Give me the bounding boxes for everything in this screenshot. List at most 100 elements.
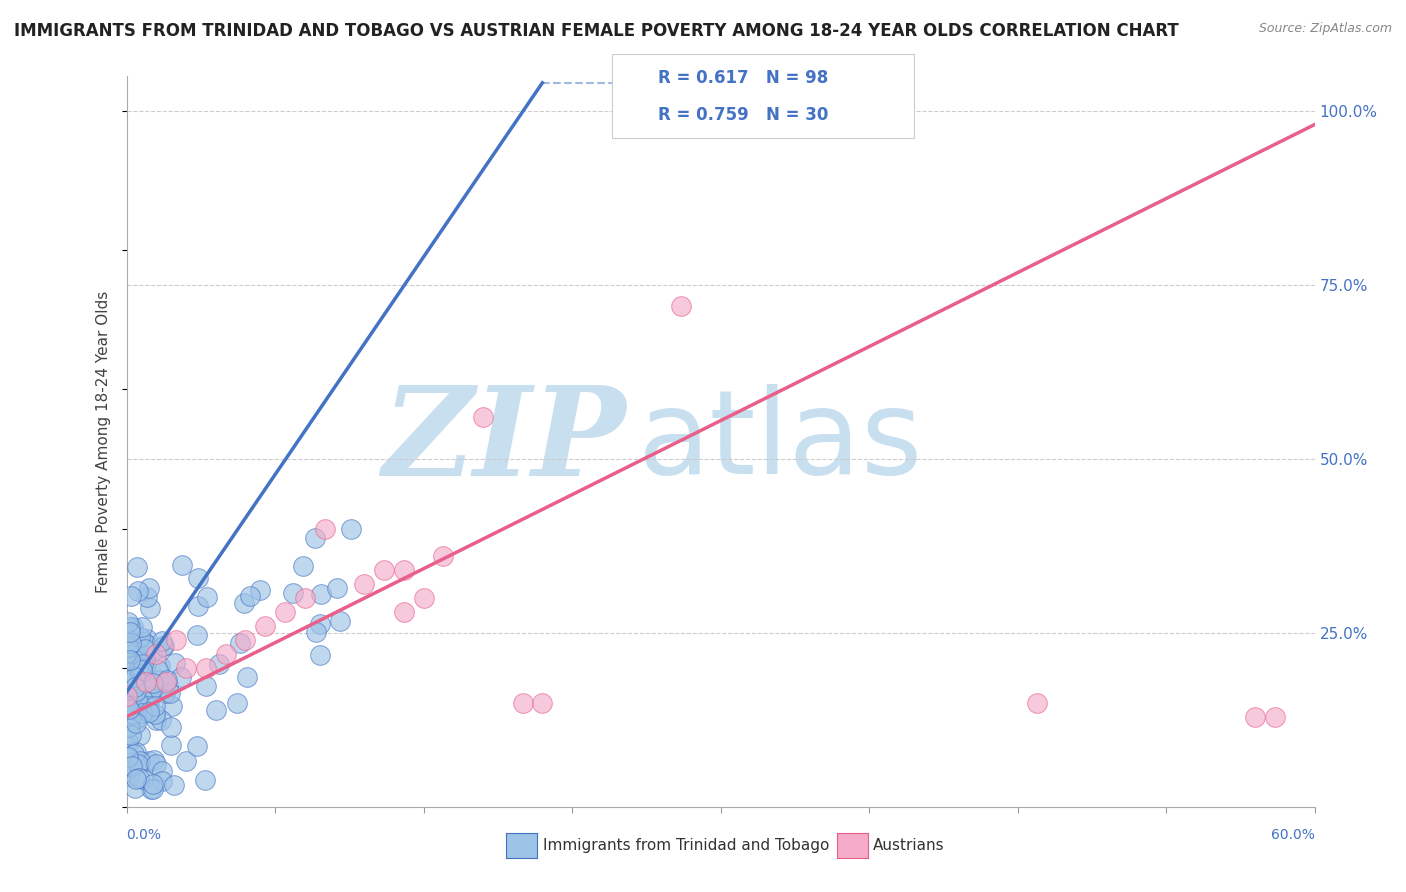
Point	[115, 739, 138, 754]
Point	[139, 781, 162, 796]
Point	[135, 638, 157, 652]
Point	[117, 657, 139, 671]
Point	[125, 745, 148, 759]
Point	[472, 410, 495, 425]
Point	[148, 673, 170, 688]
Point	[128, 772, 150, 786]
Point	[274, 605, 297, 619]
Point	[186, 739, 208, 753]
Point	[155, 674, 177, 689]
Point	[141, 782, 163, 797]
Point	[1264, 709, 1286, 723]
Text: R = 0.617   N = 98: R = 0.617 N = 98	[658, 69, 828, 87]
Point	[118, 641, 141, 656]
Point	[233, 596, 256, 610]
Text: IMMIGRANTS FROM TRINIDAD AND TOBAGO VS AUSTRIAN FEMALE POVERTY AMONG 18-24 YEAR : IMMIGRANTS FROM TRINIDAD AND TOBAGO VS A…	[14, 22, 1178, 40]
Point	[142, 777, 165, 791]
Point	[235, 670, 257, 684]
Y-axis label: Female Poverty Among 18-24 Year Olds: Female Poverty Among 18-24 Year Olds	[96, 291, 111, 592]
Point	[121, 759, 143, 773]
Point	[118, 653, 141, 667]
Point	[131, 706, 153, 720]
Point	[174, 661, 197, 675]
Point	[143, 698, 166, 713]
Point	[118, 653, 141, 667]
Point	[124, 681, 146, 695]
Point	[150, 633, 173, 648]
Point	[122, 620, 145, 634]
Point	[153, 685, 176, 699]
Point	[118, 625, 141, 640]
Point	[187, 599, 209, 613]
Point	[124, 648, 146, 662]
Point	[1244, 709, 1267, 723]
Point	[134, 635, 156, 649]
Point	[136, 591, 159, 605]
Point	[117, 699, 139, 714]
Point	[127, 756, 149, 771]
Point	[129, 630, 152, 644]
Point	[121, 706, 143, 721]
Point	[138, 600, 160, 615]
Point	[789, 103, 811, 118]
Point	[254, 619, 277, 633]
Point	[129, 667, 152, 681]
Text: atlas: atlas	[637, 384, 922, 499]
Point	[769, 103, 792, 118]
Point	[225, 696, 247, 710]
Point	[117, 676, 139, 690]
Point	[309, 587, 332, 601]
Point	[128, 662, 150, 676]
Point	[283, 586, 305, 600]
Point	[125, 712, 148, 726]
Point	[118, 720, 141, 734]
Point	[127, 584, 149, 599]
Point	[125, 560, 148, 574]
Point	[326, 582, 349, 596]
Point	[122, 688, 145, 702]
Point	[143, 753, 166, 767]
Point	[148, 664, 170, 678]
Point	[138, 699, 160, 714]
Point	[304, 531, 326, 545]
Point	[138, 581, 160, 595]
Point	[163, 656, 186, 670]
Text: ZIP: ZIP	[382, 381, 626, 502]
Point	[165, 633, 187, 648]
Point	[214, 647, 236, 661]
Point	[138, 705, 160, 719]
Point	[294, 591, 316, 606]
Point	[125, 643, 148, 657]
Text: Source: ZipAtlas.com: Source: ZipAtlas.com	[1258, 22, 1392, 36]
Point	[291, 558, 314, 573]
Point	[120, 760, 142, 774]
Point	[169, 670, 191, 684]
Point	[117, 640, 139, 655]
Point	[159, 739, 181, 753]
Point	[134, 642, 156, 657]
Point	[118, 769, 141, 783]
Point	[132, 676, 155, 690]
Point	[124, 780, 146, 795]
Point	[150, 774, 173, 789]
Point	[138, 754, 160, 768]
Point	[132, 772, 155, 786]
Point	[329, 614, 352, 628]
Point	[156, 678, 179, 692]
Point	[163, 778, 186, 792]
Point	[194, 661, 217, 675]
Point	[131, 663, 153, 677]
Point	[120, 635, 142, 649]
Point	[412, 591, 434, 606]
Point	[145, 647, 167, 661]
Point	[239, 589, 262, 603]
Point	[143, 707, 166, 722]
Point	[122, 747, 145, 762]
Point	[153, 640, 176, 654]
Point	[187, 572, 209, 586]
Point	[129, 728, 152, 742]
Point	[195, 590, 218, 604]
Point	[125, 772, 148, 786]
Point	[132, 692, 155, 706]
Point	[149, 714, 172, 728]
